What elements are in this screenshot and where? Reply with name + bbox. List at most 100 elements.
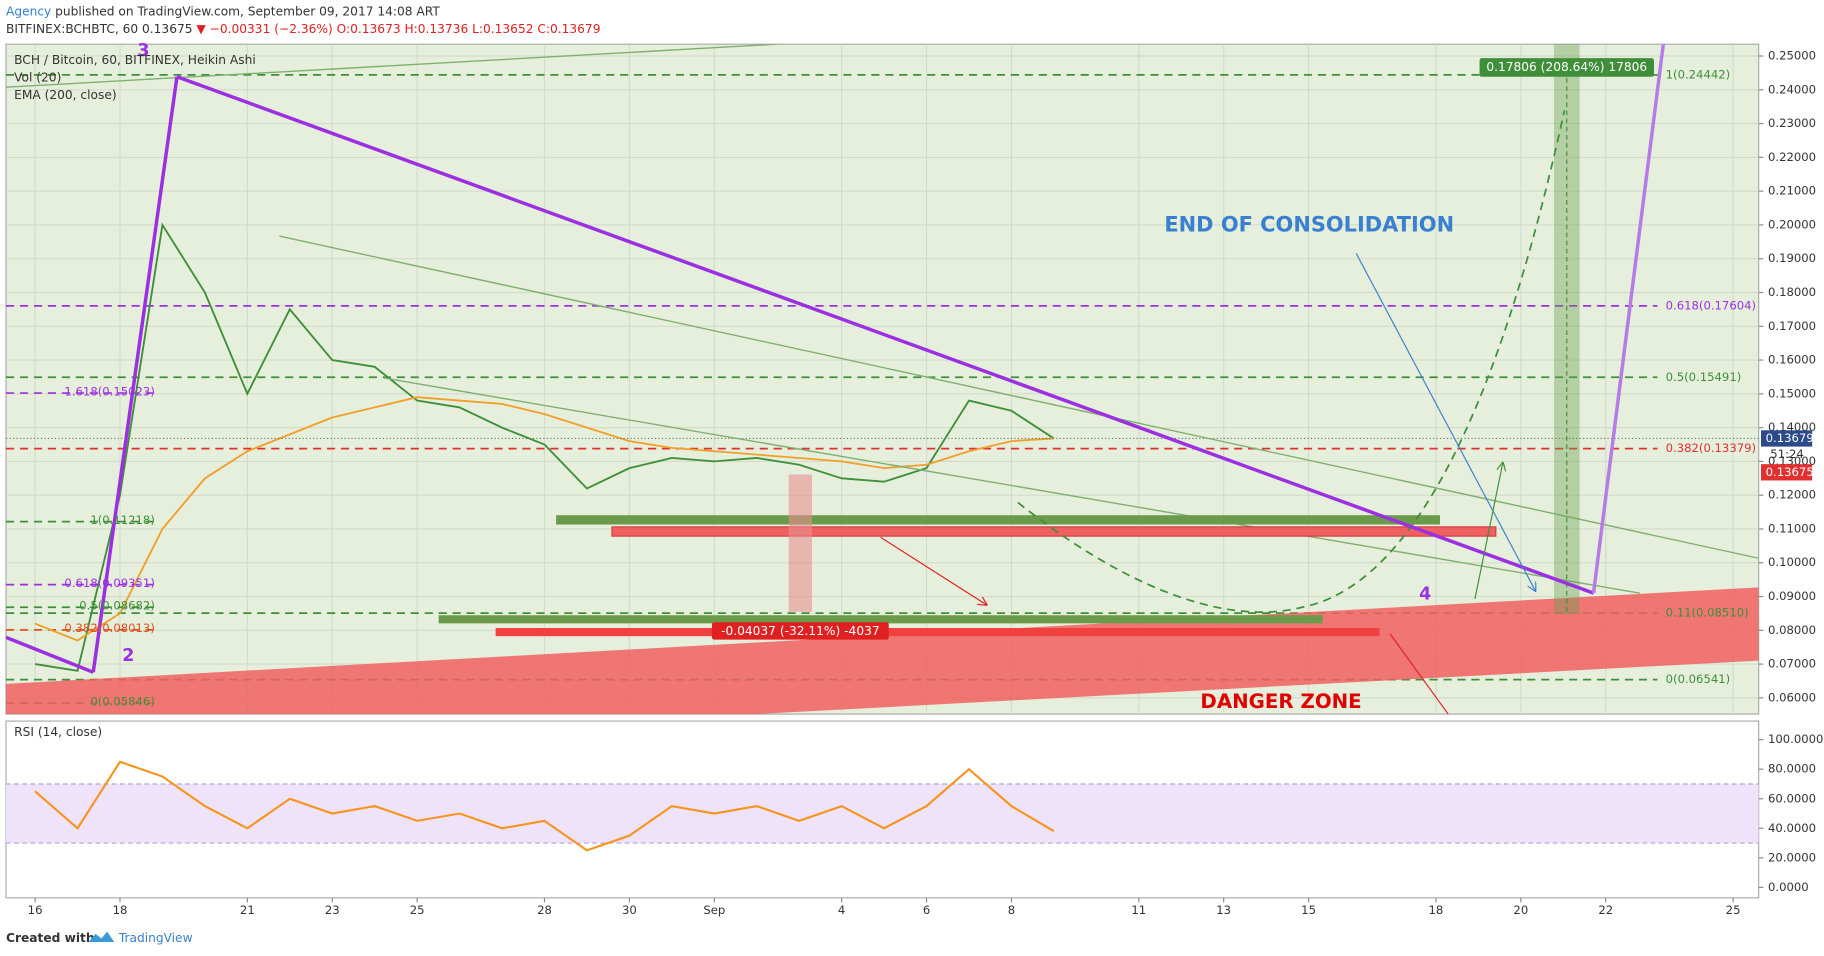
series-line <box>34 760 1055 852</box>
wave-label: 2 <box>122 646 134 666</box>
x-tick-label: 8 <box>1008 903 1015 917</box>
wave-label: 4 <box>1419 584 1431 604</box>
measure-box <box>1479 58 1655 77</box>
price-tag <box>1761 464 1813 481</box>
wave-line <box>1591 44 1666 594</box>
resistance-zone <box>495 628 1380 637</box>
arrow <box>1355 253 1535 591</box>
fib-label: 0.382(0.13379) <box>1666 441 1756 455</box>
fib-label: 0.11(0.08510) <box>1666 606 1749 620</box>
arrow <box>880 536 987 604</box>
x-tick-label: 13 <box>1216 903 1231 917</box>
wave-line <box>176 75 1595 595</box>
drawings <box>6 44 1759 715</box>
trend-line <box>383 377 1641 594</box>
rsi-band <box>6 783 1759 844</box>
price-tag-label: 0.13675 <box>1766 465 1814 479</box>
x-tick-label: 4 <box>838 903 845 917</box>
x-tick-label: 20 <box>1513 903 1528 917</box>
y-tick-label: 0.07000 <box>1768 657 1816 671</box>
y-tick-label: 0.17000 <box>1768 319 1816 333</box>
wave-line <box>6 635 94 674</box>
fib-label: 1.618(0.15023) <box>64 384 154 398</box>
y-tick-label: 0.23000 <box>1768 116 1816 130</box>
y-tick-label: 0.10000 <box>1768 555 1816 569</box>
measure-box <box>711 622 889 640</box>
y-tick-label: 0.09000 <box>1768 589 1816 603</box>
x-tick-label: 18 <box>113 903 128 917</box>
x-tick-label: 6 <box>923 903 930 917</box>
x-tick-label: 25 <box>1726 903 1741 917</box>
x-tick-label: 25 <box>410 903 425 917</box>
y-tick-label: 0.12000 <box>1768 488 1816 502</box>
fib-label: 0.382(0.08013) <box>64 621 154 635</box>
x-tick-label: 23 <box>325 903 340 917</box>
series-line <box>34 396 1054 642</box>
y-tick-label: 0.22000 <box>1768 150 1816 164</box>
x-tick-label: 30 <box>622 903 637 917</box>
published: published on TradingView.com, September … <box>55 4 440 18</box>
y-tick-label: 0.19000 <box>1768 251 1816 265</box>
y-tick-label: 0.20000 <box>1768 217 1816 231</box>
ohlc: O:0.13673 H:0.13736 L:0.13652 C:0.13679 <box>337 22 601 36</box>
legend-ema: EMA (200, close) <box>14 88 116 102</box>
y-tick-label: 80.0000 <box>1768 762 1816 776</box>
y-tick-label: 40.0000 <box>1768 821 1816 835</box>
fib-label: 0.618(0.09351) <box>64 576 154 590</box>
symbol-line: BITFINEX:BCHBTC, 60 0.13675 ▼ −0.00331 (… <box>6 22 600 36</box>
last: 0.13675 <box>142 22 192 36</box>
fib-label: 0.5(0.08682) <box>79 599 155 613</box>
fib-label: 1(0.24442) <box>1666 67 1731 81</box>
measure-label: -0.04037 (-32.11%) -4037 <box>721 624 880 638</box>
x-tick-label: 28 <box>537 903 552 917</box>
fib-label: 0.5(0.15491) <box>1666 370 1742 384</box>
countdown: 51:24 <box>1770 447 1804 461</box>
footer-brand[interactable]: TradingView <box>118 931 193 945</box>
x-tick-label: 22 <box>1598 903 1613 917</box>
header-line: Agency published on TradingView.com, Sep… <box>6 4 440 18</box>
axes: 0.06000 0.07000 0.08000 0.09000 0.10000 0.110… <box>28 49 1824 918</box>
arrow <box>1474 463 1503 600</box>
wave-label: 3 <box>137 41 149 61</box>
trend-line <box>279 235 1759 559</box>
fib-label: 0(0.06541) <box>1666 672 1731 686</box>
y-tick-label: 60.0000 <box>1768 791 1816 805</box>
footer-created: Created with <box>6 931 95 945</box>
series-line <box>34 222 1055 672</box>
x-tick-label: 15 <box>1301 903 1316 917</box>
logo <box>88 931 115 943</box>
y-tick-label: 0.16000 <box>1768 353 1816 367</box>
annotation: END OF CONSOLIDATION <box>1164 213 1454 237</box>
y-tick-label: 0.06000 <box>1768 690 1816 704</box>
y-tick-label: 0.25000 <box>1768 49 1816 63</box>
y-tick-label: 0.18000 <box>1768 285 1816 299</box>
price-tag <box>1761 430 1813 447</box>
arrow <box>1389 633 1449 715</box>
y-tick-label: 100.0000 <box>1768 732 1823 746</box>
y-tick-label: 20.0000 <box>1768 850 1816 864</box>
measure-label: 0.17806 (208.64%) 17806 <box>1486 60 1647 74</box>
x-tick-label: Sep <box>703 903 725 917</box>
annotation: DANGER ZONE <box>1200 690 1361 713</box>
x-tick-label: 18 <box>1429 903 1444 917</box>
change: ▼ −0.00331 (−2.36%) <box>196 22 332 36</box>
author[interactable]: Agency <box>6 4 51 18</box>
legend-title: BCH / Bitcoin, 60, BITFINEX, Heikin Ashi <box>14 53 256 67</box>
rsi-layer <box>6 760 1759 852</box>
symbol: BITFINEX:BCHBTC, 60 <box>6 22 138 36</box>
fib-label: 0(0.05846) <box>90 694 155 708</box>
fib-label: 1(0.11218) <box>90 513 155 527</box>
y-tick-label: 0.21000 <box>1768 184 1816 198</box>
price-panel <box>5 43 1760 715</box>
wave-line <box>91 76 179 673</box>
projection-curve <box>1017 110 1566 613</box>
y-tick-label: 0.15000 <box>1768 386 1816 400</box>
x-tick-label: 16 <box>28 903 43 917</box>
support-zone <box>556 515 1441 525</box>
x-tick-label: 21 <box>240 903 255 917</box>
legend-rsi: RSI (14, close) <box>14 725 102 739</box>
price-tag-label: 0.13679 <box>1766 431 1814 445</box>
y-tick-label: 0.08000 <box>1768 623 1816 637</box>
resistance-zone <box>611 526 1497 537</box>
